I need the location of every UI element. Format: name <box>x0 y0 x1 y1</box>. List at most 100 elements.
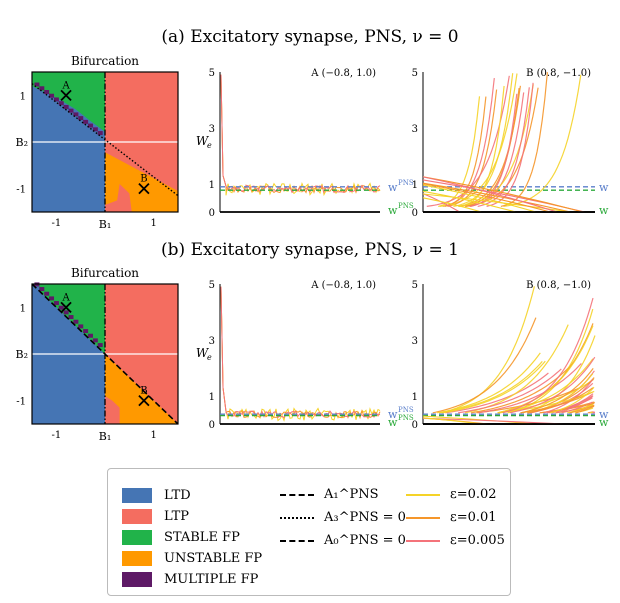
trace-title-0-0: A (−0.8, 1.0) <box>310 68 376 79</box>
region-multiple-cell-1 <box>97 343 103 348</box>
trace-ytick-5-1-1: 5 <box>412 280 418 291</box>
legend-label-ltd: LTD <box>164 488 191 503</box>
marker-label-A-1: A <box>61 292 70 303</box>
traceA-series-0-0 <box>220 74 381 197</box>
region-multiple-cell-1 <box>92 338 98 343</box>
region-multiple-cell-1 <box>49 296 55 301</box>
trace-ylabel-1: W <box>196 346 210 360</box>
traceA-series-2-1 <box>220 286 381 419</box>
marker-label-A-0: A <box>61 80 70 91</box>
traceB-up-15-0 <box>453 73 514 207</box>
legend-label-a0: A₀^PNS = 0 <box>324 533 406 548</box>
region-multiple-cell-1 <box>83 329 89 334</box>
trace-ytick-0-1-0: 0 <box>412 208 418 219</box>
traceB-up-34-1 <box>432 317 537 414</box>
trace-ytick-5-0-1: 5 <box>209 280 215 291</box>
traceA-series-2-0 <box>220 74 381 194</box>
ytick-pos1-0: 1 <box>20 91 26 102</box>
trace-ytick-0-1-1: 0 <box>412 420 418 431</box>
region-multiple-cell-0 <box>87 123 93 128</box>
region-multiple-cell-0 <box>44 90 50 94</box>
traceA-ref-blue-label-1: w <box>388 408 398 421</box>
legend-swatch-ltp <box>122 509 152 524</box>
trace-ytick-1-1-1: 1 <box>412 392 418 403</box>
traceA-ref-green-sup-1: PNS <box>398 414 414 422</box>
legend-swatch-unstable <box>122 551 152 566</box>
region-multiple-cell-1 <box>73 319 79 324</box>
region-stable-0 <box>32 72 105 132</box>
traceB-down-9-0 <box>422 197 482 213</box>
a3-boundary-dotted-0 <box>31 83 179 197</box>
trace-ytick-0-0-1: 0 <box>209 420 215 431</box>
legend-swatch-multiple <box>122 572 152 587</box>
traceA-ref-blue-sup-0: PNS <box>398 179 414 187</box>
traceB-up-38-1 <box>478 362 582 414</box>
trace-ytick-1-0-1: 1 <box>209 392 215 403</box>
legend-eps: ε=0.02 ε=0.01 ε=0.005 <box>406 483 505 552</box>
marker-x-B-0 <box>138 183 150 195</box>
bifurcation-title-0: Bifurcation <box>71 54 139 68</box>
traceB-ref-green-label-0: w <box>599 204 609 217</box>
traceB-up-45-1 <box>589 411 593 414</box>
xtick-pos1-0: 1 <box>150 218 156 229</box>
ytick-pos1-1: 1 <box>20 303 26 314</box>
traceB-up-17-0 <box>470 93 518 207</box>
trace-ytick-5-0-0: 5 <box>209 68 215 79</box>
traceB-up-14-0 <box>477 87 530 207</box>
trace-ytick-3-1-0: 3 <box>412 124 418 135</box>
traceB-up-2-1 <box>445 372 549 414</box>
traceB-up-36-1 <box>439 360 543 414</box>
region-multiple-cell-0 <box>83 119 89 124</box>
traceA-ref-green-label-0: w <box>388 204 398 217</box>
legend-lines: A₁^PNS A₃^PNS = 0 A₀^PNS = 0 <box>280 483 406 552</box>
traceB-down-0-1 <box>422 415 536 425</box>
traceB-up-19-1 <box>476 387 580 414</box>
region-multiple-cell-0 <box>53 97 59 102</box>
traceB-ref-blue-label-0: w <box>599 181 609 194</box>
region-multiple-cell-0 <box>78 116 84 121</box>
traceB-up-44-1 <box>502 297 594 414</box>
region-multiple-cell-0 <box>73 112 79 117</box>
traceA-ref-blue-sup-1: PNS <box>398 406 414 414</box>
ytick-b2-0: B₂ <box>16 136 29 149</box>
traceB-up-8-0 <box>426 75 510 207</box>
legend-label-eps002: ε=0.02 <box>450 487 497 502</box>
traceB-up-43-1 <box>575 405 595 414</box>
legend: LTD LTP STABLE FP UNSTABLE FP MULTIPLE F… <box>107 468 511 596</box>
traceB-down-3-0 <box>422 190 516 213</box>
region-multiple-cell-1 <box>68 315 74 320</box>
traceB-up-11-0 <box>486 82 534 207</box>
trace-title-1-0: B (0.8, −1.0) <box>526 68 591 79</box>
marker-x-B-1 <box>138 395 150 407</box>
traceB-down-8-0 <box>422 176 558 213</box>
trace-ytick-0-0-0: 0 <box>209 208 215 219</box>
traceB-down-7-0 <box>422 183 551 213</box>
legend-line-eps002 <box>406 493 440 496</box>
xtick-b1-1: B₁ <box>99 430 112 443</box>
region-multiple-cell-1 <box>39 287 45 292</box>
legend-label-ltp: LTP <box>164 509 189 524</box>
region-unstable-0 <box>105 152 178 212</box>
trace-title-1-1: B (0.8, −1.0) <box>526 280 591 291</box>
traceA-series-1-1 <box>220 286 381 420</box>
ytick-neg1-1: -1 <box>16 397 26 408</box>
trace-ylabel-sub-1: e <box>207 353 212 362</box>
legend-label-stable: STABLE FP <box>164 530 240 545</box>
region-multiple-cell-0 <box>63 104 69 109</box>
legend-line-eps001 <box>406 516 440 519</box>
bifurcation-frame-1 <box>31 283 179 425</box>
trace-ylabel-0: W <box>196 134 210 148</box>
legend-label-eps0005: ε=0.005 <box>450 533 505 548</box>
traceB-down-4-0 <box>422 176 584 213</box>
panel-a-title: (a) Excitatory synapse, PNS, ν = 0 <box>161 27 459 47</box>
traceA-ref-green-label-1: w <box>388 416 398 429</box>
traceB-up-41-1 <box>509 356 596 414</box>
traceB-up-32-1 <box>458 368 562 414</box>
traceB-up-28-1 <box>570 405 594 414</box>
xtick-b1-0: B₁ <box>99 218 112 231</box>
legend-label-a3: A₃^PNS = 0 <box>324 510 406 525</box>
xtick-neg1-1: -1 <box>51 430 61 441</box>
legend-regions: LTD LTP STABLE FP UNSTABLE FP MULTIPLE F… <box>122 485 262 590</box>
figure-canvas: Bifurcation A B -1 1 B₁ 1 -1 B₂ A (−0.8, 1.0) 5 3 1 0… <box>16 54 610 443</box>
traceB-up-31-1 <box>520 368 594 414</box>
